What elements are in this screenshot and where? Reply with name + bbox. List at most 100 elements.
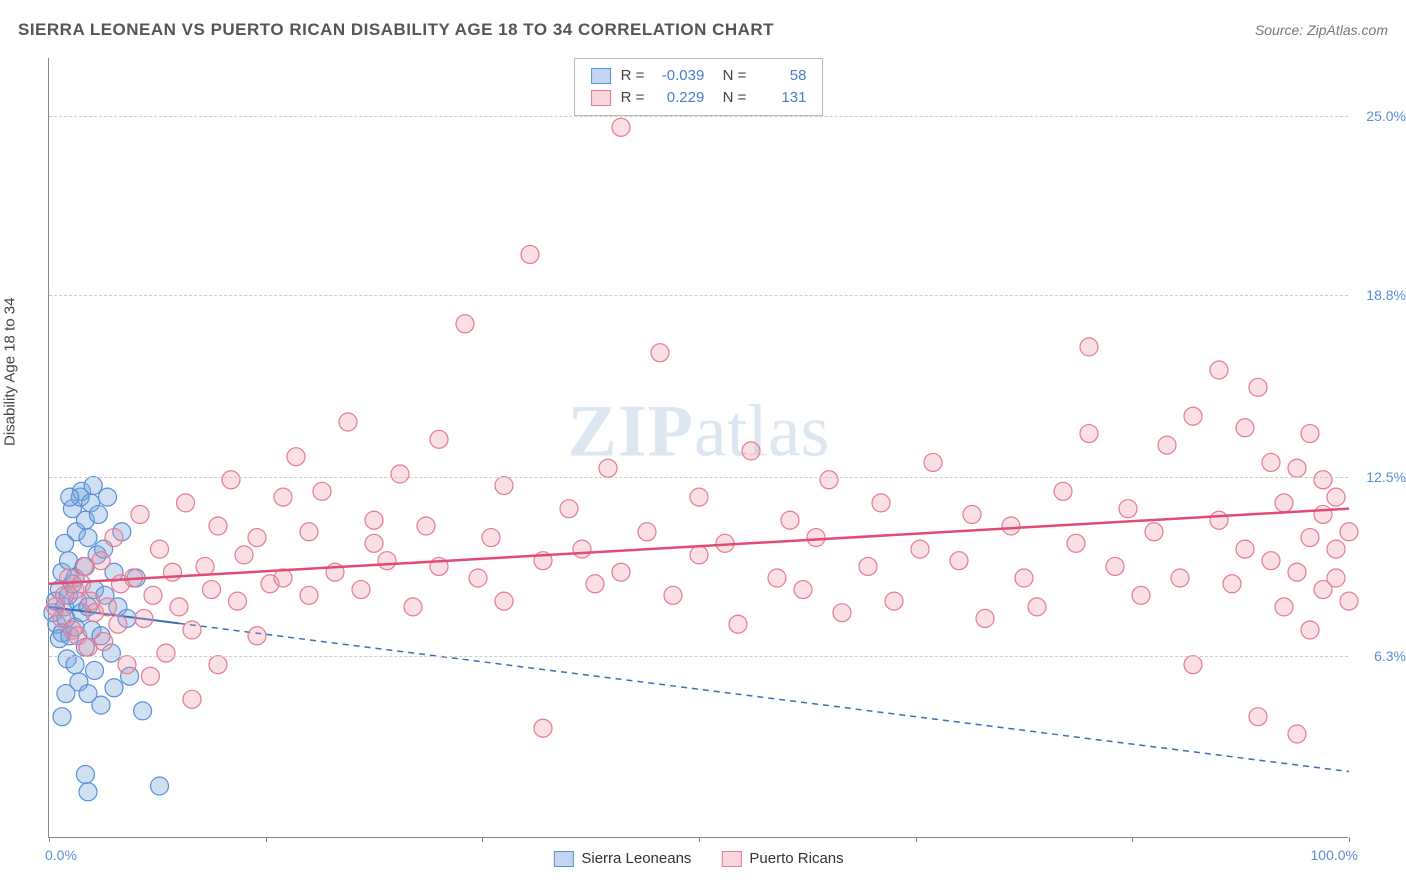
data-point (1275, 598, 1293, 616)
x-tick (1349, 837, 1350, 842)
swatch-blue-icon (553, 851, 573, 867)
data-point (1314, 505, 1332, 523)
data-point (183, 621, 201, 639)
x-tick (1132, 837, 1133, 842)
y-tick-label: 18.8% (1356, 287, 1406, 303)
data-point (963, 505, 981, 523)
data-point (57, 685, 75, 703)
data-point (365, 534, 383, 552)
data-point (1210, 511, 1228, 529)
data-point (560, 500, 578, 518)
data-point (729, 615, 747, 633)
swatch-blue (591, 68, 611, 84)
data-point (482, 529, 500, 547)
data-point (76, 765, 94, 783)
data-point (1314, 471, 1332, 489)
data-point (79, 783, 97, 801)
data-point (1327, 540, 1345, 558)
data-point (1327, 488, 1345, 506)
x-tick (266, 837, 267, 842)
data-point (586, 575, 604, 593)
data-point (859, 557, 877, 575)
chart-svg (49, 58, 1348, 837)
data-point (209, 656, 227, 674)
data-point (157, 644, 175, 662)
data-point (950, 552, 968, 570)
data-point (456, 315, 474, 333)
data-point (742, 442, 760, 460)
trend-line-dashed (179, 623, 1349, 771)
data-point (1054, 482, 1072, 500)
data-point (495, 477, 513, 495)
y-tick-label: 25.0% (1356, 108, 1406, 124)
data-point (872, 494, 890, 512)
data-point (1171, 569, 1189, 587)
data-point (807, 529, 825, 547)
data-point (1236, 419, 1254, 437)
gridline-h (49, 295, 1348, 296)
legend-item-b: Puerto Ricans (721, 850, 843, 867)
data-point (1262, 453, 1280, 471)
data-point (339, 413, 357, 431)
data-point (235, 546, 253, 564)
data-point (86, 661, 104, 679)
y-tick-label: 12.5% (1356, 469, 1406, 485)
data-point (89, 505, 107, 523)
data-point (820, 471, 838, 489)
plot-area: ZIPatlas R =-0.039 N =58 R =0.229 N =131… (48, 58, 1348, 838)
data-point (690, 546, 708, 564)
data-point (1340, 523, 1358, 541)
data-point (976, 609, 994, 627)
data-point (1327, 569, 1345, 587)
data-point (911, 540, 929, 558)
gridline-h (49, 477, 1348, 478)
data-point (151, 777, 169, 795)
data-point (1288, 459, 1306, 477)
data-point (248, 627, 266, 645)
y-tick-label: 6.3% (1356, 648, 1406, 664)
data-point (131, 505, 149, 523)
x-tick (699, 837, 700, 842)
data-point (229, 592, 247, 610)
data-point (534, 719, 552, 737)
data-point (1288, 725, 1306, 743)
data-point (365, 511, 383, 529)
data-point (391, 465, 409, 483)
legend-label-b: Puerto Ricans (749, 850, 843, 867)
data-point (1080, 338, 1098, 356)
x-tick-label-min: 0.0% (45, 847, 77, 863)
data-point (1145, 523, 1163, 541)
data-point (105, 679, 123, 697)
data-point (170, 598, 188, 616)
data-point (924, 453, 942, 471)
data-point (1106, 557, 1124, 575)
data-point (833, 604, 851, 622)
data-point (1301, 425, 1319, 443)
data-point (209, 517, 227, 535)
x-tick (49, 837, 50, 842)
gridline-h (49, 116, 1348, 117)
data-point (612, 118, 630, 136)
x-tick (482, 837, 483, 842)
data-point (109, 615, 127, 633)
legend-label-a: Sierra Leoneans (581, 850, 691, 867)
data-point (352, 581, 370, 599)
data-point (1015, 569, 1033, 587)
data-point (118, 656, 136, 674)
data-point (768, 569, 786, 587)
source-label: Source: ZipAtlas.com (1255, 22, 1388, 38)
data-point (1158, 436, 1176, 454)
data-point (61, 488, 79, 506)
data-point (79, 529, 97, 547)
data-point (1002, 517, 1020, 535)
data-point (164, 563, 182, 581)
data-point (105, 529, 123, 547)
data-point (495, 592, 513, 610)
x-tick-label-max: 100.0% (1311, 847, 1358, 863)
data-point (66, 656, 84, 674)
data-point (1288, 563, 1306, 581)
data-point (313, 482, 331, 500)
data-point (151, 540, 169, 558)
data-point (196, 557, 214, 575)
bottom-legend: Sierra Leoneans Puerto Ricans (553, 850, 843, 867)
